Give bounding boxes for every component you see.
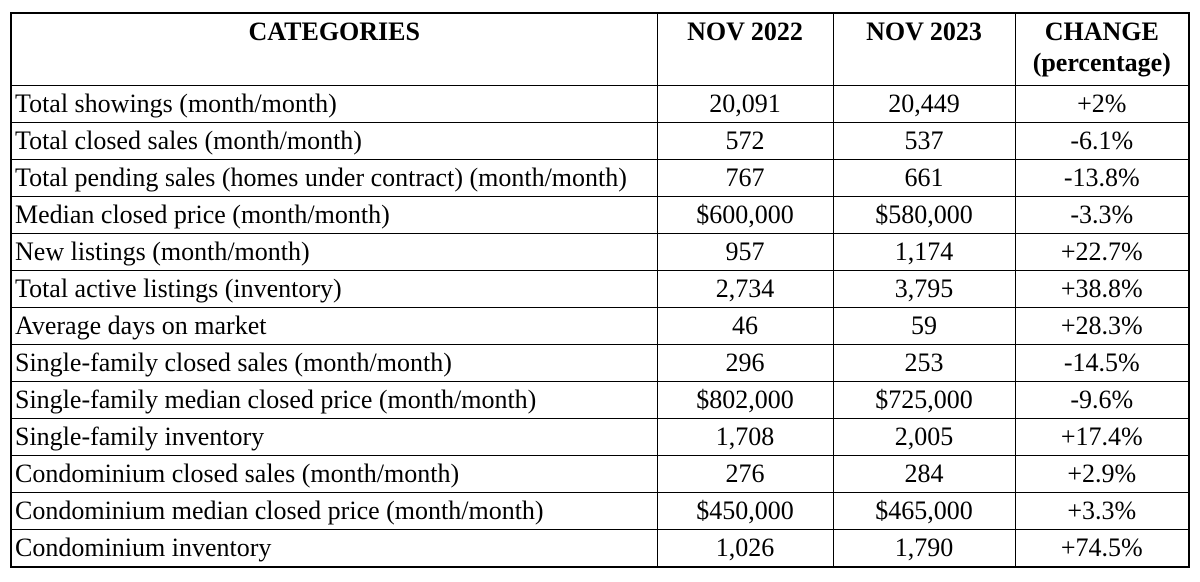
change-value-cell: -13.8% [1014, 159, 1190, 197]
nov-2022-value-cell: 1,708 [656, 418, 834, 456]
nov-2023-value-cell: $465,000 [832, 492, 1016, 530]
table-row: Single-family inventory 1,708 2,005 +17.4% [10, 418, 1190, 456]
category-cell: Total closed sales (month/month) [10, 122, 658, 160]
nov-2023-value-cell: 2,005 [832, 418, 1016, 456]
change-value-cell: +2.9% [1014, 455, 1190, 493]
table-row: Single-family closed sales (month/month)… [10, 344, 1190, 382]
nov-2022-value-cell: 572 [656, 122, 834, 160]
change-value-cell: +17.4% [1014, 418, 1190, 456]
change-value-cell: -3.3% [1014, 196, 1190, 234]
category-cell: Single-family closed sales (month/month) [10, 344, 658, 382]
category-cell: Condominium inventory [10, 529, 658, 568]
change-header-line1: CHANGE [1044, 17, 1159, 46]
nov-2023-value-cell: 661 [832, 159, 1016, 197]
nov-2023-value-cell: 284 [832, 455, 1016, 493]
table-row: Total showings (month/month) 20,091 20,449… [10, 85, 1190, 123]
col-header-nov-2023: NOV 2023 [832, 12, 1016, 86]
col-header-nov-2022: NOV 2022 [656, 12, 834, 86]
nov-2022-value-cell: $600,000 [656, 196, 834, 234]
table-row: Condominium inventory 1,026 1,790 +74.5% [10, 529, 1190, 568]
category-cell: Single-family median closed price (month… [10, 381, 658, 419]
nov-2022-value-cell: $802,000 [656, 381, 834, 419]
nov-2022-value-cell: 957 [656, 233, 834, 271]
table-row: Total active listings (inventory) 2,734 3,… [10, 270, 1190, 308]
header-row: CATEGORIES NOV 2022 NOV 2023 CHANGE (per… [10, 12, 1190, 86]
change-value-cell: +2% [1014, 85, 1190, 123]
category-cell: Condominium closed sales (month/month) [10, 455, 658, 493]
nov-2022-value-cell: $450,000 [656, 492, 834, 530]
table-row: Single-family median closed price (month… [10, 381, 1190, 419]
nov-2023-value-cell: 59 [832, 307, 1016, 345]
category-cell: Total showings (month/month) [10, 85, 658, 123]
market-comparison-table: CATEGORIES NOV 2022 NOV 2023 CHANGE (per… [10, 12, 1190, 568]
category-cell: Average days on market [10, 307, 658, 345]
change-value-cell: +3.3% [1014, 492, 1190, 530]
nov-2023-value-cell: 20,449 [832, 85, 1016, 123]
change-value-cell: +28.3% [1014, 307, 1190, 345]
change-value-cell: -6.1% [1014, 122, 1190, 160]
table-row: Total pending sales (homes under contrac… [10, 159, 1190, 197]
category-cell: Single-family inventory [10, 418, 658, 456]
table-row: Median closed price (month/month) $600,00… [10, 196, 1190, 234]
category-cell: Condominium median closed price (month/m… [10, 492, 658, 530]
col-header-categories: CATEGORIES [10, 12, 658, 86]
change-value-cell: +38.8% [1014, 270, 1190, 308]
nov-2022-value-cell: 767 [656, 159, 834, 197]
table-row: Average days on market 46 59 +28.3% [10, 307, 1190, 345]
category-cell: Total pending sales (homes under contrac… [10, 159, 658, 197]
table-row: New listings (month/month) 957 1,174 +22.7% [10, 233, 1190, 271]
nov-2023-value-cell: $725,000 [832, 381, 1016, 419]
nov-2023-value-cell: 3,795 [832, 270, 1016, 308]
table-row: Total closed sales (month/month) 572 537 -6… [10, 122, 1190, 160]
table-row: Condominium closed sales (month/month) 27… [10, 455, 1190, 493]
change-header-line2: (percentage) [1032, 48, 1171, 78]
nov-2022-value-cell: 296 [656, 344, 834, 382]
change-value-cell: -14.5% [1014, 344, 1190, 382]
col-header-change: CHANGE (percentage) [1014, 12, 1190, 86]
change-value-cell: +22.7% [1014, 233, 1190, 271]
table-row: Condominium median closed price (month/m… [10, 492, 1190, 530]
nov-2022-value-cell: 46 [656, 307, 834, 345]
change-value-cell: +74.5% [1014, 529, 1190, 568]
nov-2023-value-cell: 1,790 [832, 529, 1016, 568]
nov-2022-value-cell: 276 [656, 455, 834, 493]
category-cell: New listings (month/month) [10, 233, 658, 271]
nov-2023-value-cell: 1,174 [832, 233, 1016, 271]
nov-2023-value-cell: 253 [832, 344, 1016, 382]
nov-2022-value-cell: 2,734 [656, 270, 834, 308]
change-value-cell: -9.6% [1014, 381, 1190, 419]
table-body: Total showings (month/month) 20,091 20,449… [10, 85, 1190, 568]
category-cell: Total active listings (inventory) [10, 270, 658, 308]
category-cell: Median closed price (month/month) [10, 196, 658, 234]
nov-2022-value-cell: 1,026 [656, 529, 834, 568]
nov-2022-value-cell: 20,091 [656, 85, 834, 123]
nov-2023-value-cell: $580,000 [832, 196, 1016, 234]
nov-2023-value-cell: 537 [832, 122, 1016, 160]
